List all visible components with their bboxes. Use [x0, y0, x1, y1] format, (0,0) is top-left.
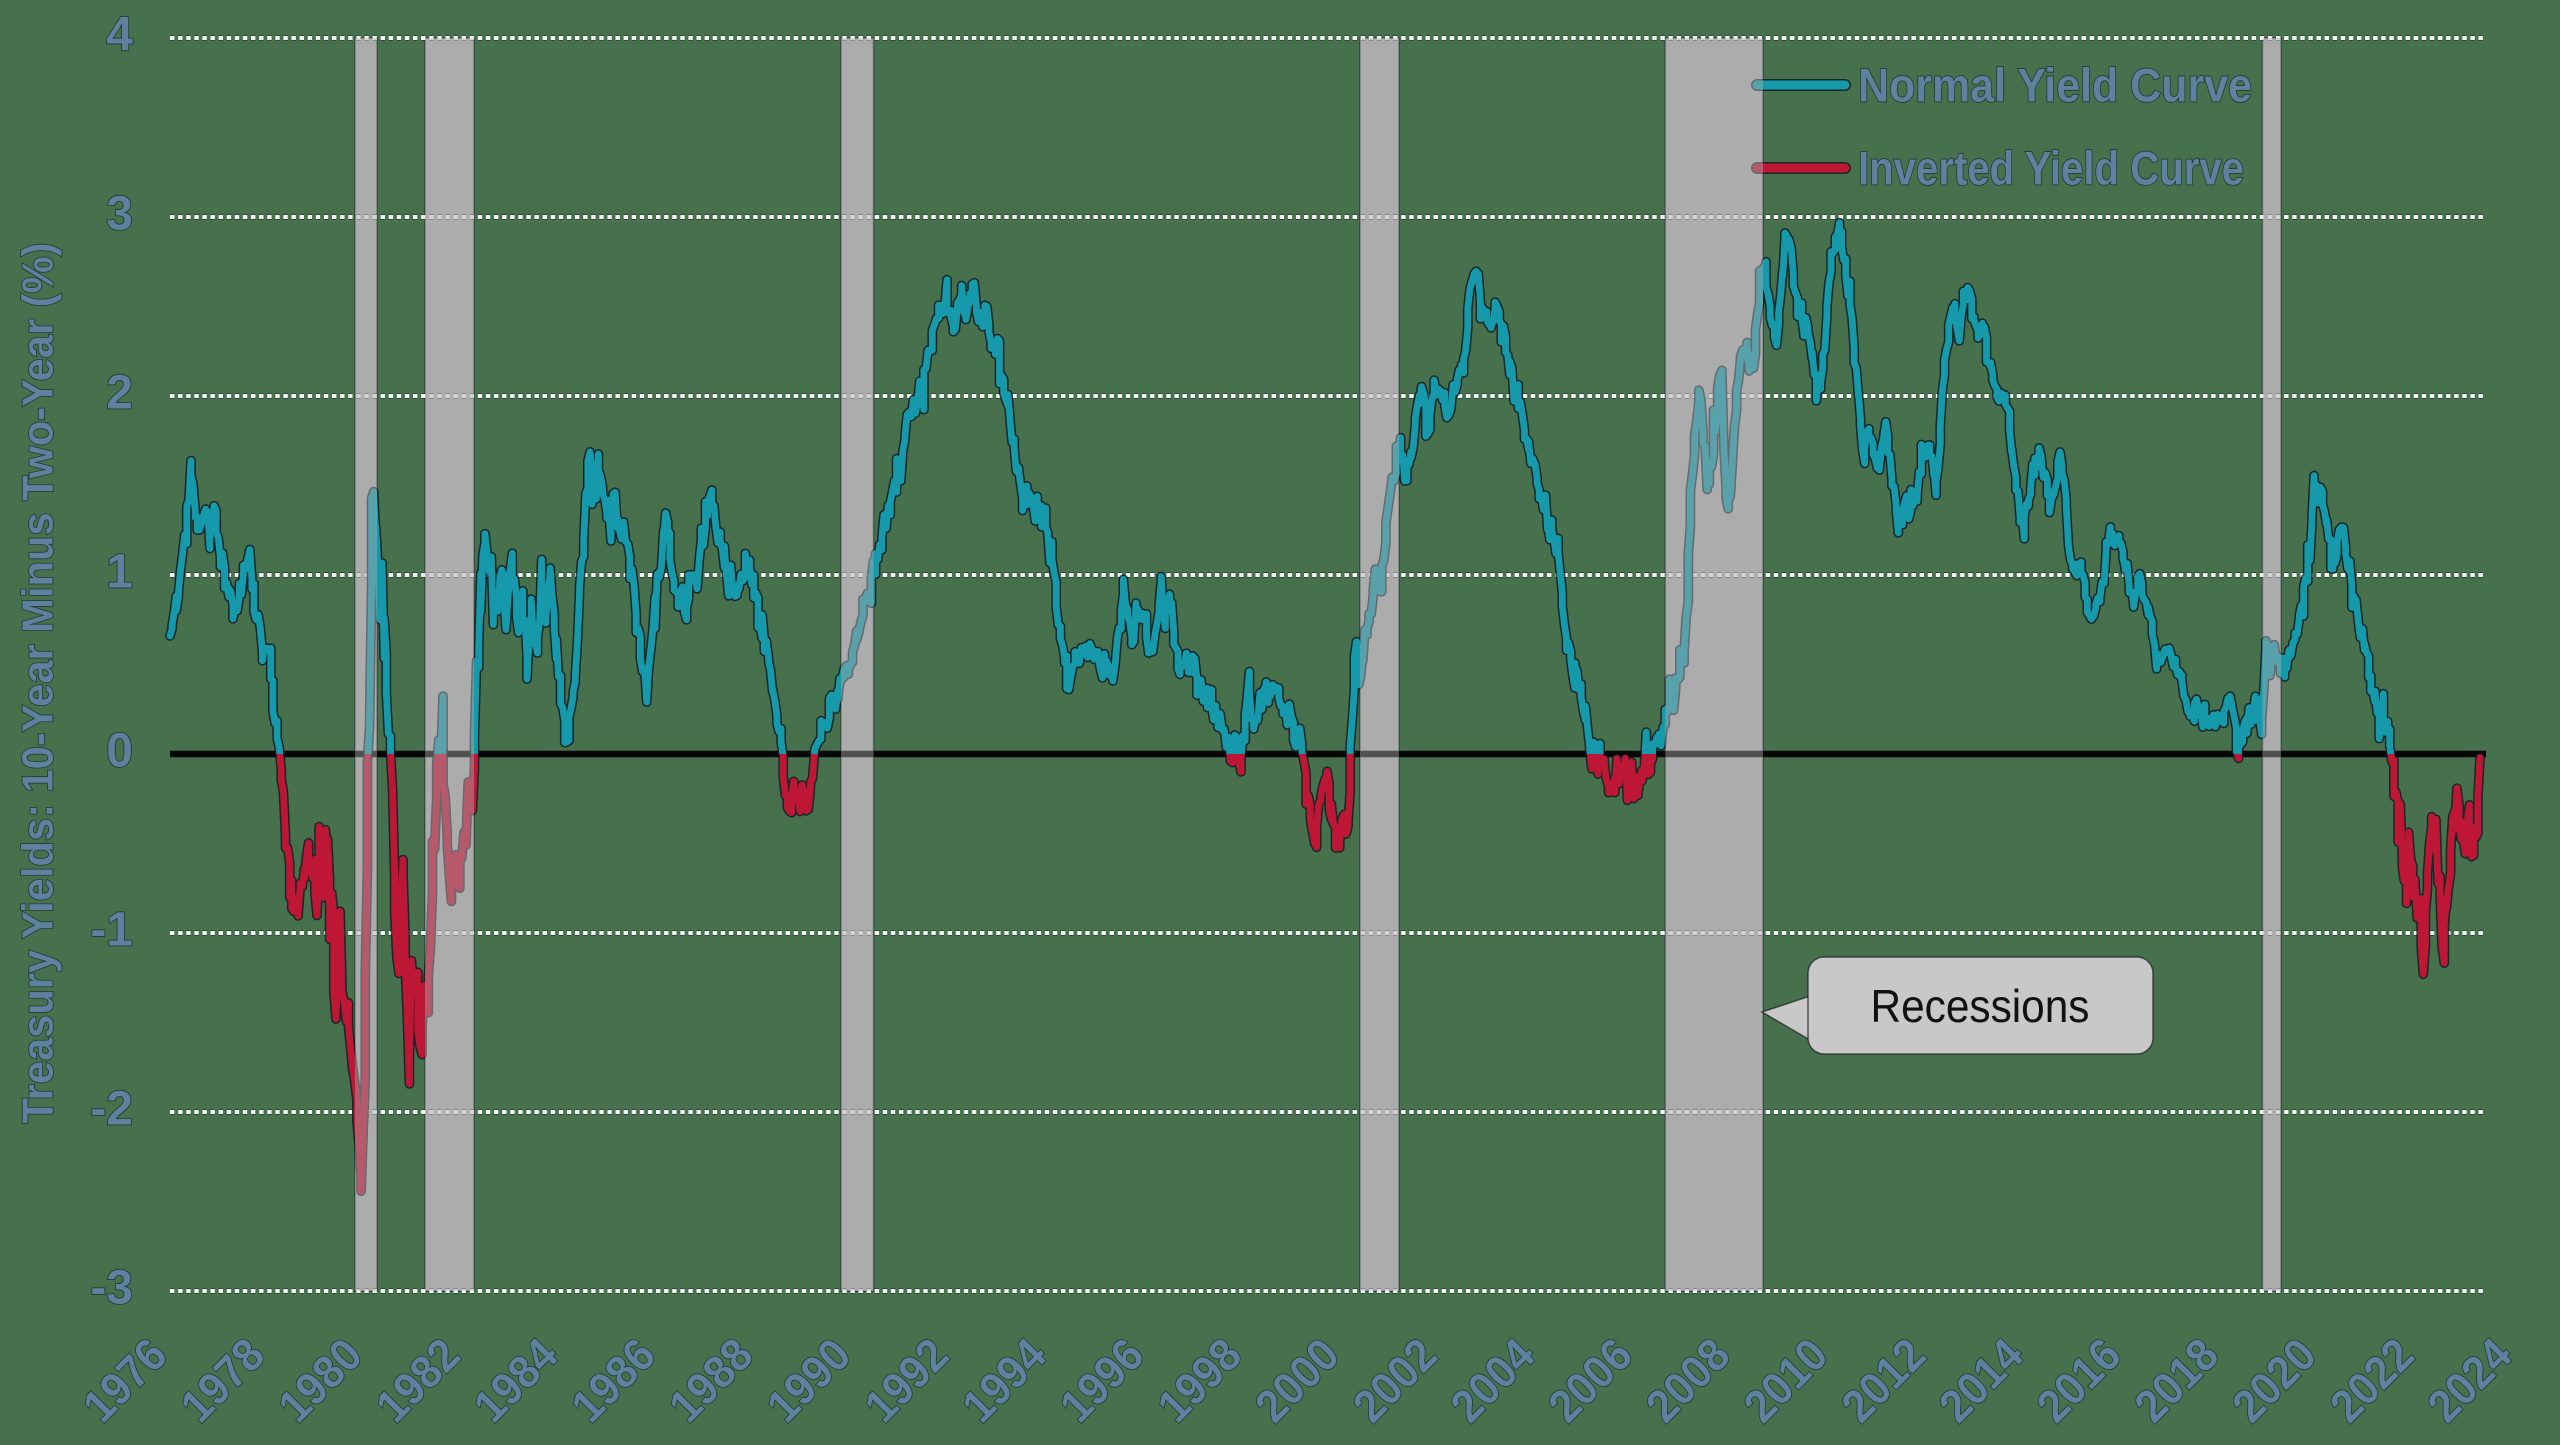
- svg-text:4: 4: [106, 9, 133, 62]
- svg-text:Treasury Yields: 10-Year Minus: Treasury Yields: 10-Year Minus Two-Year …: [14, 243, 63, 1124]
- svg-text:-2: -2: [90, 1083, 133, 1136]
- svg-text:Recessions: Recessions: [1871, 980, 2090, 1032]
- svg-text:2: 2: [106, 367, 133, 420]
- svg-text:0: 0: [106, 725, 133, 778]
- svg-text:-3: -3: [90, 1262, 133, 1315]
- svg-text:1: 1: [106, 546, 133, 599]
- svg-text:3: 3: [106, 188, 133, 241]
- svg-text:Normal Yield Curve: Normal Yield Curve: [1858, 59, 2252, 112]
- svg-text:-1: -1: [90, 904, 133, 957]
- svg-text:Inverted Yield Curve: Inverted Yield Curve: [1858, 142, 2244, 195]
